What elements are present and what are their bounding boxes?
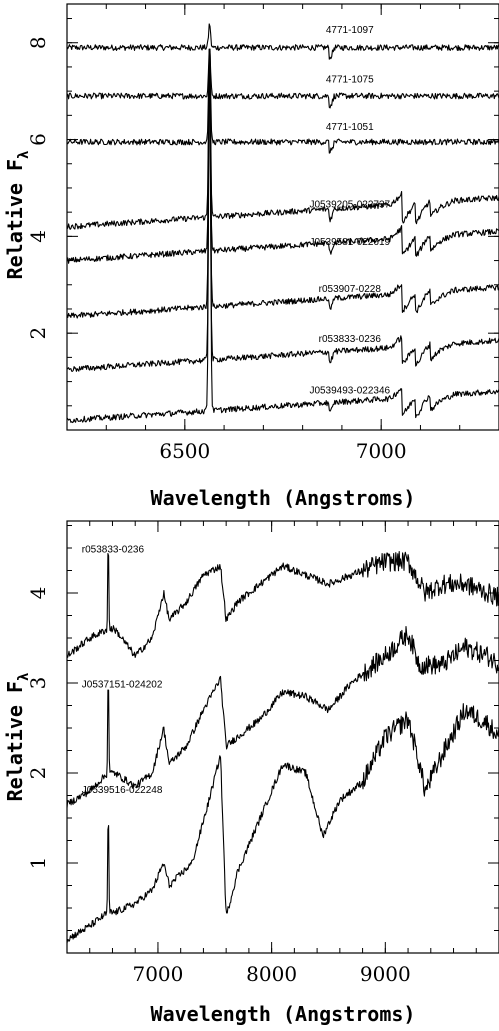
spectrum-label: J0539493-022346 — [309, 386, 390, 397]
spectrum-label: 4771-1097 — [326, 25, 374, 36]
bottom-spectra-panel: 7000 8000 9000 1 2 3 4 r053833-0236 J0537151-02… — [3, 520, 499, 1026]
y-tick-label: 4 — [26, 230, 50, 243]
y-tick-label: 2 — [26, 767, 50, 780]
spectrum-label: r053907-0228 — [319, 284, 382, 295]
spectrum-label: r053833-0236 — [82, 545, 145, 556]
spectrum-label: J0539205-022737 — [309, 199, 390, 210]
top-y-axis-title-subscript: λ — [16, 151, 32, 159]
spectrum-line — [66, 62, 499, 319]
bottom-x-axis-title: Wavelength (Angstroms) — [151, 1002, 416, 1026]
top-spectra-labels: 4771-1097 4771-1075 4771-1051 J0539205-0227… — [309, 25, 390, 397]
spectrum-label: 4771-1075 — [326, 74, 374, 85]
top-y-axis-title-main: Relative F — [3, 159, 27, 279]
spectrum-line — [66, 62, 499, 424]
spectrum-label: J0537151-024202 — [82, 680, 163, 691]
y-tick-label: 4 — [26, 587, 50, 600]
y-tick-label: 8 — [26, 36, 50, 49]
spectrum-label: J0539516-022248 — [82, 785, 163, 796]
spectrum-line — [66, 625, 499, 808]
top-spectra-panel: 6500 7000 2 4 6 8 4771-1097 4771-1075 4771-1051… — [3, 3, 499, 510]
y-tick-label: 1 — [26, 857, 50, 870]
top-x-axis-title: Wavelength (Angstroms) — [151, 486, 416, 510]
bottom-y-axis-title-main: Relative F — [3, 681, 27, 801]
spectrum-label: 4771-1051 — [326, 122, 374, 133]
bottom-spectra-lines — [66, 551, 499, 944]
x-tick-label: 9000 — [360, 962, 411, 986]
x-tick-label: 7000 — [132, 962, 183, 986]
y-tick-label: 3 — [26, 677, 50, 690]
bottom-plot-frame — [66, 520, 499, 954]
x-tick-label: 8000 — [246, 962, 297, 986]
spectrum-line — [66, 70, 499, 372]
spectrum-line — [66, 48, 499, 230]
spectrum-label: r053833-0236 — [319, 334, 382, 345]
bottom-spectra-labels: r053833-0236 J0537151-024202 J0539516-0222… — [82, 545, 163, 796]
spectrum-line — [66, 23, 499, 60]
y-tick-label: 2 — [26, 327, 50, 340]
top-axis-ticks: 6500 7000 2 4 6 8 — [26, 4, 499, 463]
spectrum-line — [66, 703, 499, 944]
y-tick-label: 6 — [26, 133, 50, 146]
bottom-axis-ticks: 7000 8000 9000 1 2 3 4 — [26, 521, 499, 986]
x-tick-label: 6500 — [159, 439, 210, 463]
spectrum-line — [66, 51, 499, 264]
top-spectra-lines — [66, 23, 499, 424]
bottom-y-axis-title: Relative Fλ — [3, 673, 32, 802]
spectrum-label: J0539581-022619 — [309, 237, 390, 248]
spectrum-line — [66, 551, 499, 658]
top-y-axis-title: Relative Fλ — [3, 151, 32, 280]
spectrum-line — [66, 48, 499, 109]
x-tick-label: 7000 — [356, 439, 407, 463]
spectrum-line — [66, 50, 499, 154]
top-plot-frame — [66, 3, 499, 431]
bottom-y-axis-title-subscript: λ — [16, 673, 32, 681]
